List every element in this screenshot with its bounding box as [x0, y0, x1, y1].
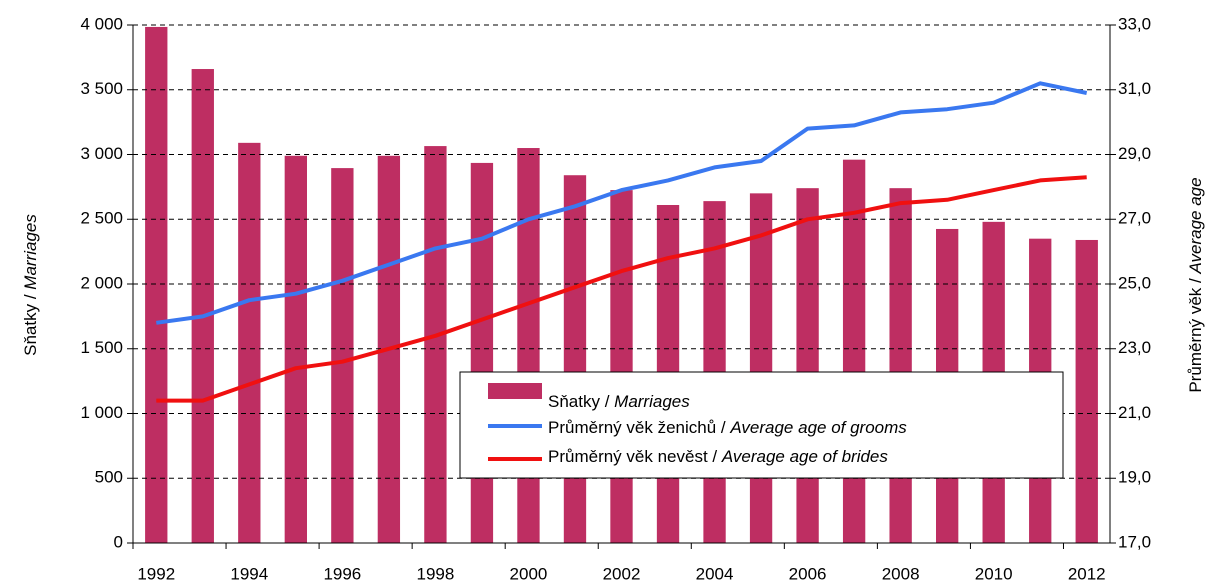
y2-axis-label-part: Průměrný věk / — [1186, 278, 1205, 393]
y2-tick-label: 19,0 — [1118, 468, 1151, 487]
y-tick-label: 1 000 — [80, 403, 123, 422]
y2-tick-label: 31,0 — [1118, 79, 1151, 98]
bar — [842, 159, 866, 543]
x-tick-label: 1992 — [137, 564, 175, 583]
x-tick-label: 2008 — [882, 564, 920, 583]
y2-tick-label: 33,0 — [1118, 14, 1151, 33]
bar — [563, 175, 587, 543]
x-tick-label: 2004 — [696, 564, 734, 583]
x-tick-label: 2002 — [603, 564, 641, 583]
bar — [749, 193, 773, 543]
x-tick-label: 1998 — [416, 564, 454, 583]
x-tick-label: 2010 — [975, 564, 1013, 583]
y-axis-label-part: Sňatky / — [21, 294, 40, 356]
legend-label-part: Průměrný věk ženichů / — [548, 418, 726, 437]
bar — [517, 148, 540, 543]
x-tick-label: 2000 — [510, 564, 548, 583]
y2-tick-label: 23,0 — [1118, 338, 1151, 357]
y2-tick-label: 25,0 — [1118, 273, 1151, 292]
legend-label-part: Průměrný věk nevěst / — [548, 447, 717, 466]
bar — [284, 155, 307, 544]
y-tick-label: 500 — [95, 468, 123, 487]
legend-label: Průměrný věk ženichů / Average age of gr… — [548, 418, 907, 437]
x-tick-label: 1996 — [323, 564, 361, 583]
y-tick-label: 1 500 — [80, 338, 123, 357]
bar — [470, 162, 494, 544]
y-axis-label-part: Marriages — [21, 214, 40, 290]
y2-axis-label: Průměrný věk / Average age — [1186, 177, 1205, 392]
legend-label-part: Marriages — [614, 392, 690, 411]
legend-label-part: Average age of grooms — [729, 418, 907, 437]
line — [156, 81, 1088, 325]
y2-tick-label: 21,0 — [1118, 403, 1151, 422]
x-tick-label: 2006 — [789, 564, 827, 583]
bar — [610, 190, 633, 544]
y2-tick-label: 29,0 — [1118, 144, 1151, 163]
y-tick-label: 0 — [114, 532, 123, 551]
bar — [145, 26, 168, 543]
bar — [796, 188, 819, 544]
legend-label: Sňatky / Marriages — [548, 392, 690, 411]
legend-label-part: Sňatky / — [548, 392, 610, 411]
x-tick-label: 1994 — [230, 564, 268, 583]
bar — [1075, 239, 1098, 543]
line — [156, 175, 1087, 403]
bar — [331, 168, 354, 543]
bar — [191, 69, 214, 543]
x-tick-label: 2012 — [1068, 564, 1106, 583]
legend-label-part: Average age of brides — [721, 447, 889, 466]
bar — [238, 142, 261, 543]
y-axis-label: Sňatky / Marriages — [21, 214, 40, 356]
legend-swatch — [488, 383, 542, 399]
y2-axis-label-part: Average age — [1186, 177, 1205, 274]
y-tick-label: 4 000 — [80, 14, 123, 33]
legend-label: Průměrný věk nevěst / Average age of bri… — [548, 447, 888, 466]
y-tick-label: 2 000 — [80, 273, 123, 292]
bar — [889, 188, 912, 544]
legend-box — [459, 371, 1064, 479]
y2-tick-label: 17,0 — [1118, 532, 1151, 551]
y-tick-label: 3 500 — [80, 79, 123, 98]
y-tick-label: 3 000 — [80, 144, 123, 163]
bar — [424, 146, 447, 543]
y-tick-label: 2 500 — [80, 209, 123, 228]
y2-tick-label: 27,0 — [1118, 209, 1151, 228]
